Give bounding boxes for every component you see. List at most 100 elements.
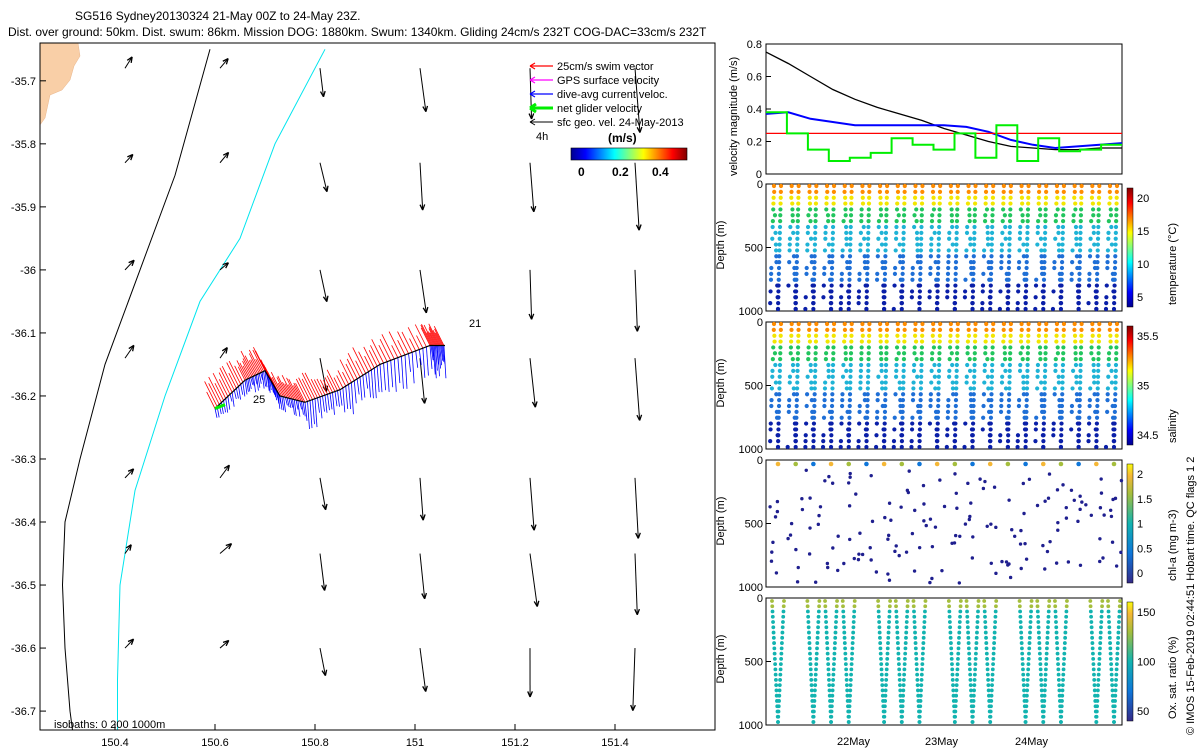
profile-point [918, 242, 924, 247]
profile-point [839, 415, 844, 420]
profile-point [1089, 219, 1094, 224]
profile-point [1037, 345, 1043, 350]
profile-point [1021, 380, 1026, 385]
profile-point [1007, 357, 1013, 362]
profile-point [1095, 409, 1100, 414]
profile-point [828, 461, 834, 467]
profile-point [773, 380, 779, 385]
profile-point [897, 386, 902, 391]
surface-vector [632, 648, 636, 711]
profile-point [976, 604, 981, 609]
profile-point [778, 201, 783, 206]
profile-point [1005, 301, 1011, 306]
surface-vector [219, 543, 232, 554]
profile-point [824, 201, 829, 206]
swim-vector [407, 327, 420, 350]
profile-point [898, 683, 902, 688]
velocity-line-green [766, 111, 1122, 162]
profile-point [1054, 201, 1059, 206]
colorbar-tick: 20 [1137, 193, 1149, 205]
profile-point [1110, 688, 1115, 693]
profile-point [864, 301, 869, 306]
profile-point [777, 260, 782, 265]
profile-point [927, 421, 933, 426]
profile-point [998, 289, 1003, 294]
profile-point [897, 662, 901, 667]
profile-point [1076, 427, 1082, 432]
profile-point [862, 236, 867, 241]
profile-point [833, 625, 838, 630]
surface-vector-head [419, 514, 426, 521]
map-ytick-label: -36.6 [11, 643, 36, 655]
profile-point [1038, 213, 1043, 218]
profile-point [795, 242, 800, 247]
profile-point [865, 403, 870, 409]
profile-point [949, 656, 954, 661]
colorbar-tick: 5 [1137, 292, 1143, 304]
profile-point [1064, 609, 1069, 614]
profile-point [1054, 630, 1059, 635]
profile-point [1001, 321, 1006, 327]
profile-point [930, 333, 935, 338]
profile-point [953, 283, 958, 288]
profile-point [1043, 351, 1048, 356]
profile-point [935, 289, 940, 294]
profile-point [946, 398, 951, 403]
profile-point [833, 630, 838, 635]
profile-point [856, 289, 862, 294]
profile-point [1047, 604, 1051, 609]
profile-point [1006, 265, 1011, 271]
profile-point [966, 630, 970, 635]
profile-point [972, 345, 978, 350]
profile-point [805, 609, 810, 614]
profile-point [1097, 656, 1102, 661]
profile-point [777, 693, 782, 698]
profile-point [1113, 386, 1118, 391]
profile-point [919, 374, 924, 379]
profile-point [1000, 362, 1005, 368]
profile-point [804, 265, 809, 271]
profile-point [843, 207, 848, 212]
profile-point [1026, 333, 1031, 338]
profile-point [935, 421, 940, 426]
surface-vector [529, 162, 535, 212]
profile-point [986, 386, 991, 391]
profile-point [973, 662, 978, 667]
surface-vector [124, 544, 132, 554]
profile-point [919, 201, 925, 206]
profile-point [988, 439, 993, 444]
profile-point [1033, 295, 1038, 300]
profile-point [1076, 433, 1082, 438]
profile-point [931, 339, 936, 344]
profile-point [894, 609, 899, 614]
profile-point [918, 271, 923, 276]
current-vector [283, 396, 286, 413]
profile-point [1107, 183, 1113, 189]
profile-point [950, 242, 955, 247]
profile-point [796, 321, 801, 327]
profile-point [1046, 609, 1051, 614]
profile-point [1090, 646, 1095, 651]
profile-point [867, 189, 872, 194]
profile-point [955, 351, 960, 356]
profile-point [876, 599, 881, 603]
profile-point [1076, 439, 1081, 444]
profile-point [1114, 351, 1119, 356]
profile-point [888, 599, 893, 603]
profile-point [1023, 306, 1028, 312]
profile-point [1078, 357, 1083, 362]
profile-point [919, 345, 925, 350]
profile-point [1077, 254, 1083, 259]
profile-point [800, 497, 804, 501]
current-vector [345, 386, 349, 409]
current-vector [242, 382, 246, 397]
current-vector [362, 375, 366, 398]
profile-point [966, 641, 971, 645]
profile-point [812, 403, 817, 409]
profile-point [988, 295, 993, 300]
profile-point [1020, 345, 1025, 350]
depth-ytick-label: 1000 [739, 582, 763, 594]
profile-point [949, 641, 953, 645]
profile-point [839, 283, 844, 288]
profile-point [1095, 403, 1100, 409]
